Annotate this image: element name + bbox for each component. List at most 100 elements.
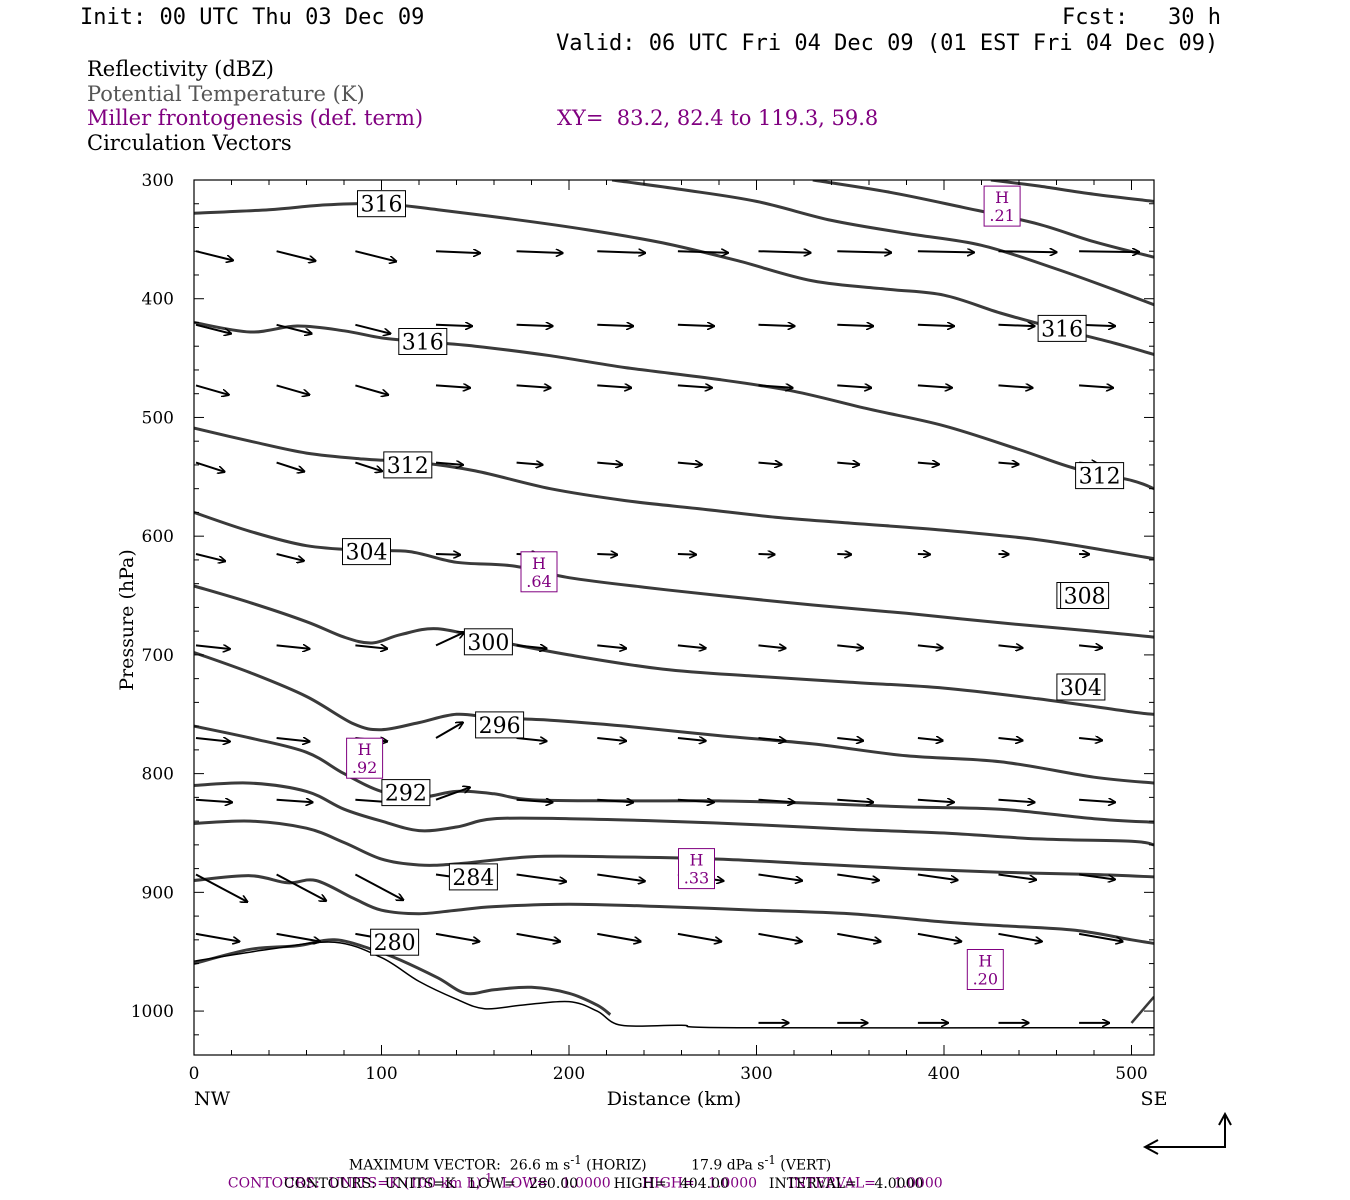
contour-label-292: 292: [385, 782, 427, 807]
contour-label-304: 304: [346, 541, 388, 566]
circulation-vector: [597, 645, 626, 648]
circulation-vector: [917, 645, 943, 648]
circulation-vector: [516, 873, 567, 882]
circulation-vector: [998, 873, 1037, 880]
frontogenesis-high-value: .20: [973, 970, 998, 989]
circulation-vector: [276, 461, 305, 472]
y-tick-label: 300: [142, 171, 174, 191]
theta-contour-320: [194, 201, 1154, 356]
circulation-vector: [917, 463, 939, 465]
max-vector-horiz: 26.6 m s: [509, 1157, 571, 1174]
contour-label-300: 300: [467, 631, 509, 656]
circulation-vector: [435, 251, 480, 253]
circulation-vector: [837, 738, 863, 741]
y-tick-label: 700: [142, 646, 174, 666]
contour-label-304-box: [342, 538, 391, 566]
contour-label-280-box: [370, 928, 420, 956]
circulation-vector: [195, 932, 239, 942]
circulation-vector: [917, 251, 974, 252]
contour-label-316: 316: [1041, 317, 1083, 342]
contour-label-284: 284: [452, 866, 494, 891]
reference-vector-icon: [1142, 1112, 1232, 1155]
circulation-vector: [435, 723, 463, 739]
theta-contour-332: [990, 180, 1154, 203]
circulation-vector: [758, 932, 802, 942]
circulation-vector: [998, 463, 1019, 465]
circulation-vector: [355, 461, 382, 472]
circulation-vector: [597, 554, 617, 555]
circulation-vector: [435, 932, 479, 942]
theta-contour-288: [194, 819, 1154, 879]
contour-label-308: 308: [1064, 585, 1106, 610]
circulation-vector: [435, 554, 460, 555]
circulation-vector: [355, 645, 387, 648]
circulation-vector: [1079, 385, 1113, 387]
contour-label-316-box: [398, 328, 448, 355]
theta-contour-304: [194, 584, 1154, 716]
y-tick-label: 600: [142, 527, 174, 547]
frontogenesis-high-box: [520, 551, 558, 593]
terrain-line: [194, 941, 1154, 1029]
circulation-vector: [597, 463, 622, 465]
plot-frame: [193, 179, 1155, 1056]
contour-label-304-box: [1056, 673, 1106, 701]
frontogenesis-high-label: H: [978, 952, 992, 971]
legend-theta: Potential Temperature (K): [87, 82, 365, 106]
y-tick-label: 1000: [131, 1002, 174, 1022]
circulation-vector: [837, 325, 873, 326]
circulation-vector: [597, 873, 645, 882]
circulation-vector: [677, 554, 696, 555]
circulation-vector: [516, 385, 551, 387]
circulation-vector: [998, 738, 1023, 741]
x-tick-label: 0: [189, 1064, 200, 1084]
legend-xy: XY= 83.2, 82.4 to 119.3, 59.8: [557, 106, 879, 130]
valid-time: Valid: 06 UTC Fri 04 Dec 09 (01 EST Fri …: [556, 31, 1219, 56]
circulation-vector: [516, 932, 560, 942]
circulation-vector: [195, 873, 247, 902]
circulation-vector: [276, 553, 304, 561]
circulation-vector: [435, 463, 463, 465]
frontogenesis-high-label: H: [358, 740, 372, 759]
frontogenesis-high-value: .92: [352, 758, 377, 777]
circulation-vector: [758, 463, 782, 465]
circulation-vector: [276, 250, 316, 261]
circulation-vector: [276, 873, 327, 901]
contour-label-304: 304: [1060, 676, 1102, 701]
circulation-vector: [276, 323, 312, 334]
legend-reflectivity: Reflectivity (dBZ): [87, 57, 275, 81]
x-tick-label: 300: [740, 1064, 772, 1084]
contour-label-296: 296: [479, 714, 521, 739]
circulation-vector: [837, 645, 863, 648]
circulation-vector: [597, 738, 626, 741]
circulation-vector: [597, 800, 633, 803]
contour-label-292-box: [381, 779, 431, 807]
max-vector-horiz-unit: (HORIZ): [586, 1157, 647, 1174]
circulation-vector: [677, 385, 712, 387]
circulation-vector: [195, 461, 225, 472]
contour-label-316-box: [1037, 314, 1087, 342]
theta-contour-316: [194, 321, 1154, 491]
x-tick-label: 400: [928, 1064, 960, 1084]
circulation-vector: [677, 325, 714, 326]
circulation-vector: [837, 251, 891, 252]
circulation-vector: [917, 385, 952, 387]
circulation-vector: [677, 932, 721, 942]
circulation-vector: [998, 325, 1035, 326]
circulation-vector: [597, 932, 640, 942]
circulation-vector: [758, 385, 793, 387]
circulation-vector: [195, 250, 233, 260]
circulation-vector: [917, 738, 943, 741]
legend-frontogenesis: Miller frontogenesis (def. term): [87, 106, 424, 130]
theta-contour-300: [194, 651, 1154, 785]
circulation-vector: [758, 738, 786, 741]
y-tick-label: 500: [142, 408, 174, 428]
circulation-vector: [758, 554, 775, 555]
circulation-vector: [837, 873, 879, 881]
circulation-vector: [516, 738, 547, 741]
circulation-vector: [276, 932, 320, 942]
theta-contour-308: [194, 510, 1154, 639]
circulation-vector: [516, 463, 543, 465]
circulation-vector: [837, 554, 851, 555]
circulation-vector: [597, 325, 633, 326]
circulation-vector: [597, 251, 645, 253]
